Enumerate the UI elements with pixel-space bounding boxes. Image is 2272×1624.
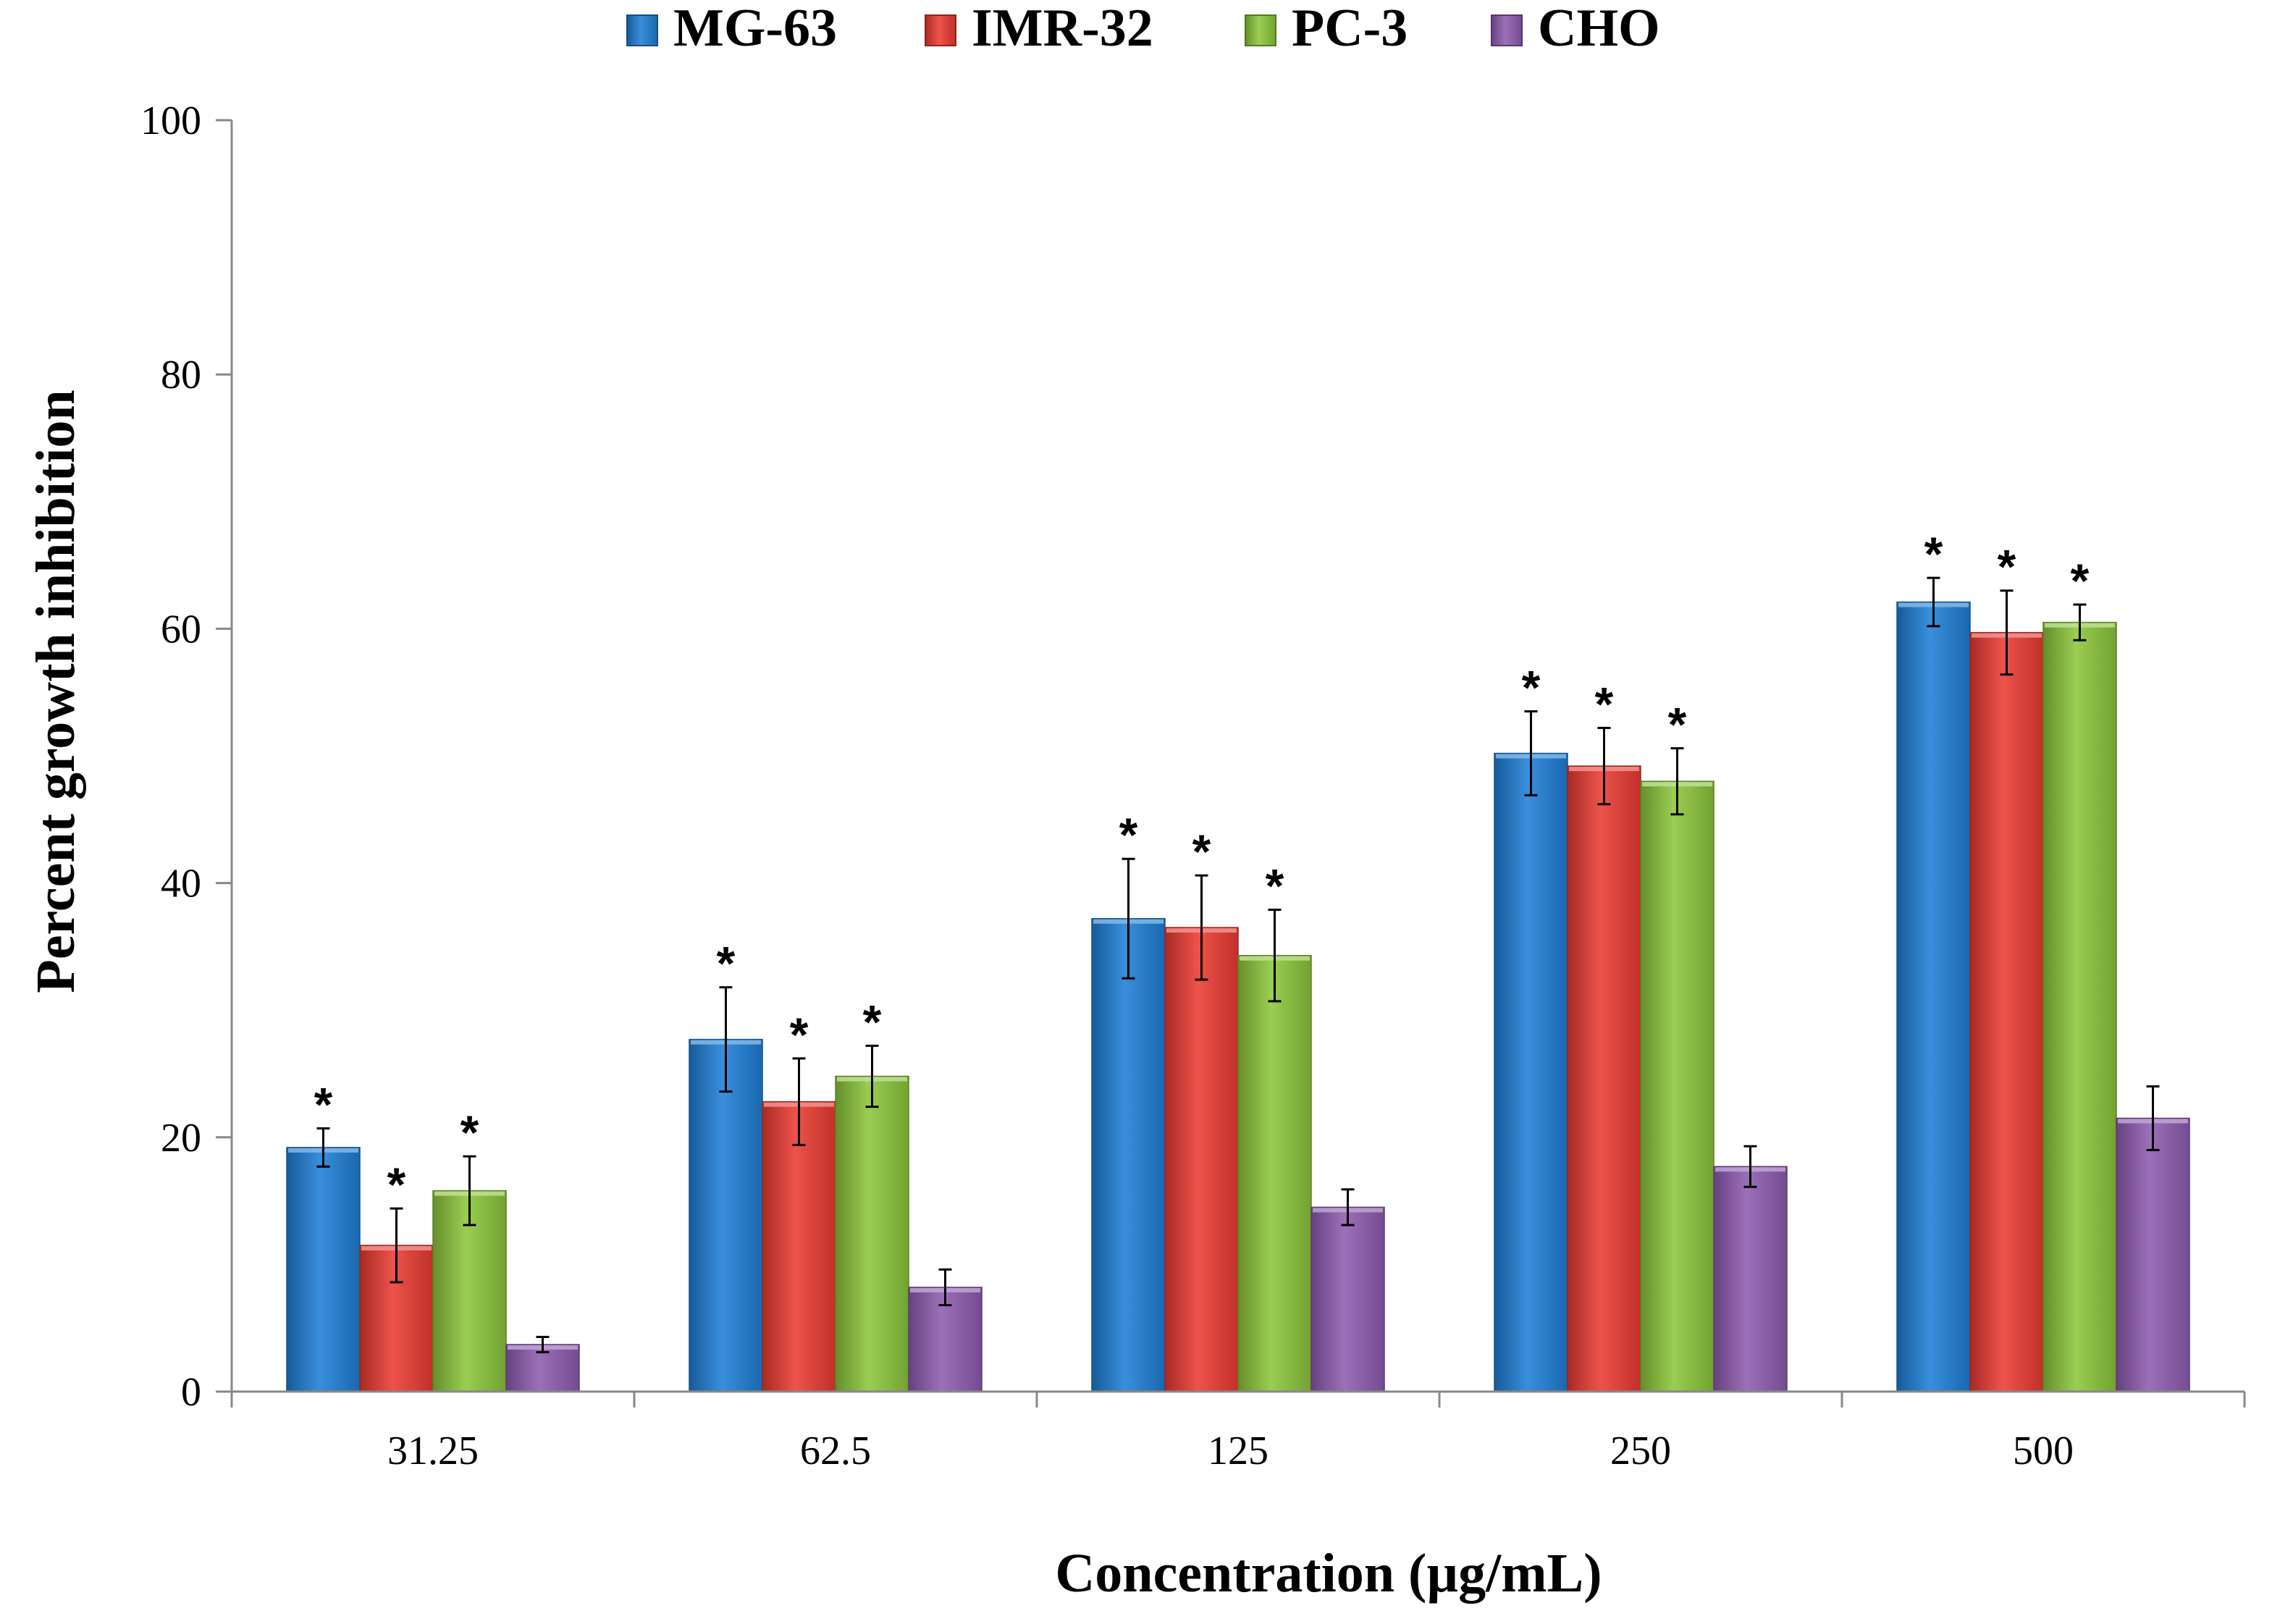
error-bar bbox=[1122, 857, 1135, 980]
bar-cho-250 bbox=[1713, 1166, 1788, 1392]
x-tick-label: 31.25 bbox=[387, 1429, 479, 1473]
x-tick-label: 500 bbox=[2013, 1429, 2074, 1473]
error-bar bbox=[938, 1268, 952, 1307]
bar-pc-3-125 bbox=[1237, 954, 1312, 1392]
significance-star: * bbox=[717, 937, 736, 990]
axes: 0 20 40 60 80 100 31.25 62.5 125 250 500 bbox=[140, 98, 2246, 1473]
legend-label: PC-3 bbox=[1292, 0, 1408, 58]
legend-label: CHO bbox=[1538, 0, 1660, 58]
error-bar bbox=[1195, 874, 1208, 981]
x-axis-title: Concentration (µg/mL) bbox=[1055, 1543, 1602, 1604]
error-bar bbox=[463, 1155, 476, 1227]
bar-pc-3-250 bbox=[1640, 781, 1714, 1392]
error-bar bbox=[1341, 1188, 1355, 1227]
significance-star: * bbox=[1998, 540, 2016, 594]
error-bars bbox=[316, 576, 2160, 1354]
x-tick-label: 250 bbox=[1610, 1429, 1671, 1473]
bar-mg-63-62.5 bbox=[689, 1038, 763, 1392]
bar-imr-32-250 bbox=[1567, 765, 1641, 1392]
legend-label: MG-63 bbox=[673, 0, 837, 58]
y-tick-label: 0 bbox=[181, 1370, 201, 1415]
bar-pc-3-500 bbox=[2042, 621, 2117, 1392]
error-bar bbox=[719, 986, 733, 1093]
legend: MG-63 IMR-32 PC-3 CHO bbox=[626, 0, 1660, 58]
y-tick-label: 100 bbox=[140, 98, 201, 143]
significance-star: * bbox=[863, 995, 882, 1048]
x-tick-label: 125 bbox=[1208, 1429, 1268, 1473]
significance-star: * bbox=[1522, 661, 1541, 715]
error-bar bbox=[1743, 1145, 1757, 1188]
legend-swatch bbox=[626, 14, 658, 46]
error-bar bbox=[2073, 603, 2087, 641]
error-bar bbox=[536, 1335, 550, 1354]
significance-marks: * * * * * * * * * * * * * * * bbox=[314, 527, 2090, 1211]
legend-label: IMR-32 bbox=[972, 0, 1153, 58]
error-bar bbox=[316, 1127, 330, 1168]
y-tick-label: 80 bbox=[161, 353, 201, 397]
legend-item-mg-63: MG-63 bbox=[626, 0, 837, 58]
error-bar bbox=[1268, 908, 1282, 1003]
significance-star: * bbox=[1924, 527, 1943, 581]
x-tick-label: 62.5 bbox=[800, 1429, 871, 1473]
y-axis-title: Percent growth inhibition bbox=[25, 390, 86, 993]
error-bar bbox=[2000, 589, 2014, 676]
bar-mg-63-500 bbox=[1896, 601, 1971, 1392]
bar-imr-32-500 bbox=[1969, 631, 2044, 1392]
significance-star: * bbox=[2071, 554, 2090, 607]
error-bar bbox=[1524, 710, 1538, 796]
error-bar bbox=[792, 1057, 806, 1146]
bar-imr-32-125 bbox=[1164, 927, 1239, 1392]
bar-cho-500 bbox=[2116, 1117, 2190, 1392]
significance-star: * bbox=[460, 1106, 479, 1159]
bars bbox=[286, 601, 2190, 1392]
legend-item-pc-3: PC-3 bbox=[1245, 0, 1408, 58]
error-bar bbox=[2146, 1085, 2160, 1151]
legend-swatch bbox=[1491, 14, 1523, 46]
significance-star: * bbox=[1119, 808, 1138, 862]
legend-swatch bbox=[925, 14, 956, 46]
y-tick-label: 20 bbox=[161, 1116, 201, 1161]
bar-mg-63-250 bbox=[1494, 752, 1568, 1392]
legend-item-imr-32: IMR-32 bbox=[925, 0, 1153, 58]
significance-star: * bbox=[1595, 677, 1614, 731]
significance-star: * bbox=[1266, 859, 1284, 912]
significance-star: * bbox=[314, 1078, 333, 1132]
error-bar bbox=[1927, 576, 1940, 628]
significance-star: * bbox=[1192, 825, 1211, 878]
legend-swatch bbox=[1245, 14, 1276, 46]
error-bar bbox=[390, 1207, 403, 1284]
bar-pc-3-62.5 bbox=[835, 1075, 909, 1392]
error-bar bbox=[1670, 746, 1684, 816]
error-bar bbox=[1597, 726, 1611, 806]
significance-star: * bbox=[790, 1008, 809, 1061]
significance-star: * bbox=[387, 1158, 406, 1211]
significance-star: * bbox=[1668, 697, 1687, 751]
bar-mg-63-31.25 bbox=[286, 1147, 361, 1392]
y-tick-label: 40 bbox=[161, 862, 201, 906]
legend-item-cho: CHO bbox=[1491, 0, 1660, 58]
bar-cho-125 bbox=[1310, 1206, 1385, 1392]
bar-mg-63-125 bbox=[1091, 918, 1166, 1392]
y-tick-label: 60 bbox=[161, 607, 201, 652]
error-bar bbox=[865, 1044, 879, 1108]
